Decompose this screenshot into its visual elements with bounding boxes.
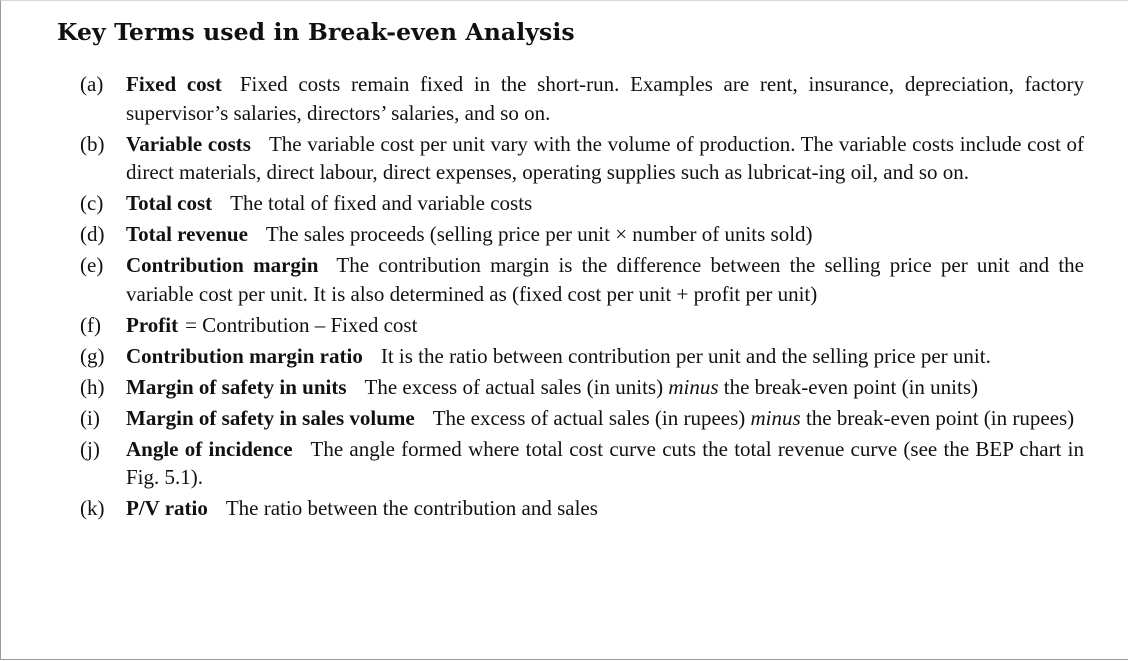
term-margin-of-safety-units: (h) Margin of safety in units The excess o… — [80, 373, 1084, 402]
term-definition-end: the break-even point (in units) — [723, 374, 979, 399]
term-total-cost: (c) Total cost The total of fixed and vari… — [80, 189, 1084, 218]
term-contribution-margin: (e) Contribution margin The contribution m… — [80, 251, 1084, 308]
term-total-revenue: (d) Total revenue The sales proceeds (sell… — [80, 220, 1084, 249]
term-definition: It is the ratio between contribution per… — [380, 343, 991, 368]
term-definition: Fixed costs remain fixed in the short-ru… — [126, 72, 1084, 125]
term-label: (a) — [80, 72, 104, 96]
term-label: (k) — [80, 496, 105, 520]
term-label: (d) — [80, 222, 105, 246]
term-label: (i) — [80, 405, 100, 430]
term-name: Fixed cost — [126, 72, 222, 96]
term-name: Margin of safety in units — [126, 374, 347, 399]
term-definition: The total of fixed and variable costs — [230, 191, 533, 215]
section-title: Key Terms used in Break-even Analysis — [57, 18, 575, 46]
term-definition-end: the break-even point (in rupees) — [805, 405, 1075, 430]
term-margin-of-safety-sales: (i) Margin of safety in sales volume The e… — [80, 404, 1084, 433]
term-name: Profit — [126, 312, 179, 337]
term-label: (h) — [80, 374, 105, 399]
term-contribution-margin-ratio: (g) Contribution margin ratio It is the ra… — [80, 342, 1084, 371]
term-name: Total cost — [126, 191, 213, 215]
term-name: Margin of safety in sales volume — [126, 405, 415, 430]
term-definition-start: The excess of actual sales (in rupees) — [432, 405, 746, 430]
term-label: (j) — [80, 436, 100, 461]
term-definition: The ratio between the contribution and s… — [225, 496, 598, 520]
term-fixed-cost: (a) Fixed cost Fixed costs remain fixed in… — [80, 70, 1084, 127]
term-profit: (f) Profit = Contribution – Fixed cost — [80, 311, 1084, 340]
term-label: (e) — [80, 253, 104, 277]
term-label: (f) — [80, 312, 101, 337]
term-variable-costs: (b) Variable costs The variable cost per u… — [80, 130, 1084, 187]
term-pv-ratio: (k) P/V ratio The ratio between the contri… — [80, 494, 1084, 523]
term-definition-emphasis: minus — [750, 405, 801, 430]
term-definition: = Contribution – Fixed cost — [185, 312, 418, 337]
term-name: Contribution margin — [126, 253, 319, 277]
term-definition: The variable cost per unit vary with the… — [126, 131, 1084, 185]
term-definition: The sales proceeds (selling price per un… — [265, 222, 813, 246]
term-angle-of-incidence: (j) Angle of incidence The angle formed wh… — [80, 435, 1084, 492]
term-label: (g) — [80, 343, 105, 368]
term-definition-emphasis: minus — [668, 374, 719, 399]
term-definition: The angle formed where total cost curve … — [126, 436, 1084, 490]
term-label: (b) — [80, 131, 105, 156]
key-terms-list: (a) Fixed cost Fixed costs remain fixed in… — [80, 70, 1084, 525]
term-name: Variable costs — [126, 131, 251, 156]
term-label: (c) — [80, 191, 104, 215]
term-definition-start: The excess of actual sales (in units) — [364, 374, 664, 399]
term-name: P/V ratio — [126, 496, 208, 520]
term-name: Contribution margin ratio — [126, 343, 363, 368]
term-name: Total revenue — [126, 222, 248, 246]
term-definition: The contribution margin is the differenc… — [126, 253, 1085, 306]
term-name: Angle of incidence — [126, 436, 293, 461]
